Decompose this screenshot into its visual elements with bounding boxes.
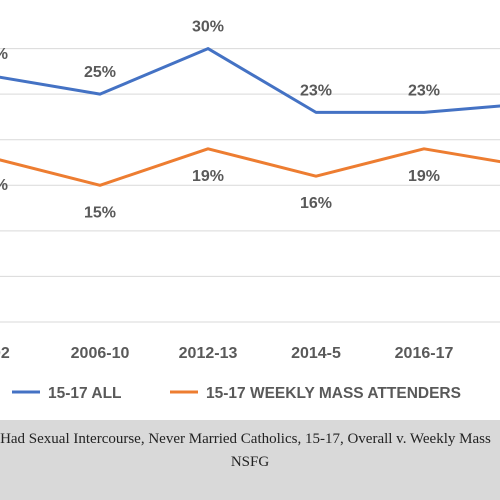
line-chart: 27% 25% 30% 23% 23% 18% 15% 19% 16% 19% 2002 2006-…	[0, 19, 500, 402]
caption-line-1: Ever Had Sexual Intercourse, Never Marri…	[0, 431, 491, 447]
data-label: 27%	[0, 46, 8, 63]
series-line-all	[0, 47, 500, 114]
plot-panel: 27% 25% 30% 23% 23% 18% 15% 19% 16% 19% 2002 2006-…	[0, 0, 500, 420]
x-tick-label: 2002	[0, 345, 10, 362]
data-label: 19%	[192, 168, 224, 185]
series-lines	[0, 47, 500, 187]
x-tick-label: 2016-17	[395, 345, 454, 362]
data-labels: 27% 25% 30% 23% 23% 18% 15% 19% 16% 19%	[0, 19, 440, 222]
data-label: 15%	[84, 204, 116, 221]
legend-label-weekly: 15-17 WEEKLY MASS ATTENDERS	[206, 385, 461, 402]
data-label: 23%	[408, 82, 440, 99]
data-label: 19%	[408, 168, 440, 185]
figure-caption: Ever Had Sexual Intercourse, Never Marri…	[0, 428, 500, 474]
data-label: 16%	[300, 195, 332, 212]
gridlines	[0, 48, 500, 323]
data-label: 18%	[0, 177, 8, 194]
x-tick-label: 2012-13	[179, 345, 238, 362]
data-label: 25%	[84, 64, 116, 81]
data-label: 23%	[300, 82, 332, 99]
caption-line-2: NSFG	[230, 454, 270, 470]
series-line-weekly	[0, 147, 500, 187]
x-tick-label: 2014-5	[291, 345, 341, 362]
x-tick-label: 2006-10	[71, 345, 130, 362]
legend: 15-17 ALL 15-17 WEEKLY MASS ATTENDERS	[12, 385, 461, 402]
data-label: 30%	[192, 19, 224, 36]
legend-label-all: 15-17 ALL	[48, 385, 122, 402]
